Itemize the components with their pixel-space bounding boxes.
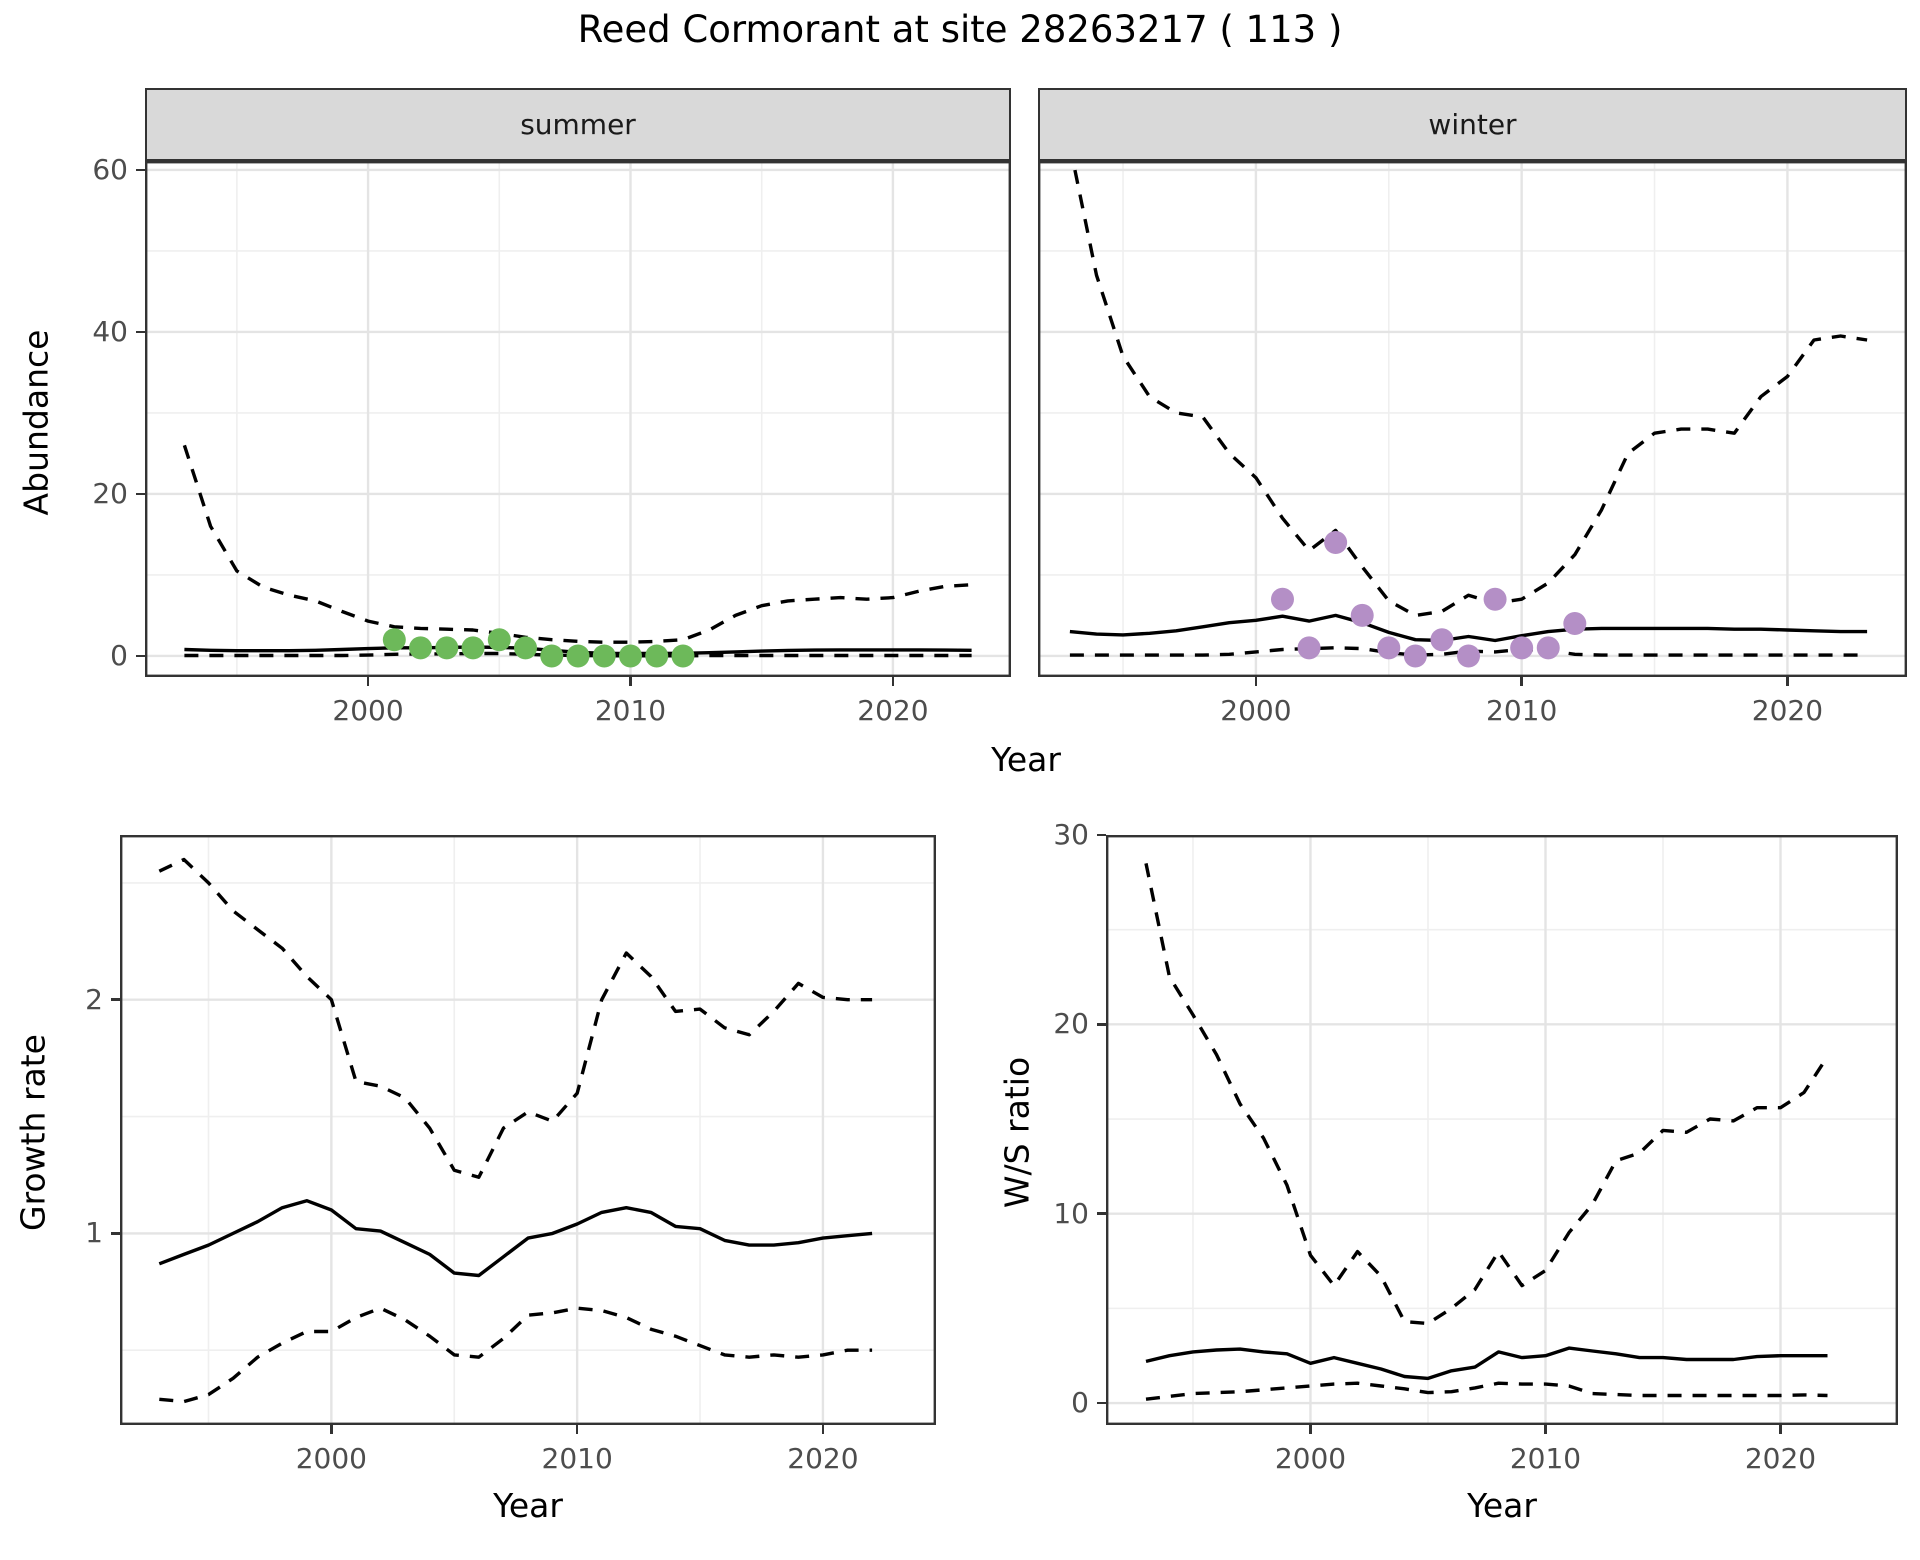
- abundance-winter-observed_counts-point: [1297, 636, 1321, 660]
- panel-abundance-summer: [145, 161, 1011, 677]
- abundance-winter-x-tick: [1254, 677, 1258, 686]
- abundance-summer-observed_counts-point: [382, 628, 406, 652]
- abundance-summer-x-tick: [891, 677, 895, 686]
- abundance-summer-y-tick: [136, 168, 145, 172]
- abundance-winter-observed_counts-point: [1270, 587, 1294, 611]
- abundance-summer-y-tick: [136, 654, 145, 658]
- ws-ratio-y-tick-label: 30: [1053, 818, 1089, 851]
- abundance-summer-x-tick-label: 2000: [332, 694, 404, 727]
- abundance-summer-observed_counts-point: [540, 644, 564, 668]
- growth-rate-y-tick-label: 2: [85, 982, 103, 1016]
- abundance-winter-observed_counts-point: [1536, 636, 1560, 660]
- x-axis-title-year-top: Year: [991, 740, 1061, 779]
- ws-ratio-plot-area: [1106, 835, 1898, 1425]
- growth-rate-x-tick: [330, 1425, 333, 1434]
- abundance-summer-y-tick-label: 20: [92, 476, 128, 510]
- ws-ratio-x-tick-label: 2000: [1274, 1442, 1347, 1475]
- ws-ratio-y-tick-label: 20: [1053, 1007, 1089, 1041]
- abundance-winter-observed_counts-point: [1377, 636, 1401, 660]
- growth-rate-y-tick: [111, 998, 120, 1002]
- abundance-winter-plot-area: [1038, 161, 1907, 677]
- abundance-summer-y-tick-label: 40: [92, 314, 128, 348]
- abundance-winter-observed_counts-point: [1457, 644, 1481, 668]
- facet-strip-winter: winter: [1038, 88, 1907, 161]
- abundance-summer-observed_counts-point: [645, 644, 669, 668]
- growth-rate-x-tick: [575, 1425, 579, 1434]
- y-axis-title-abundance: Abundance: [16, 329, 56, 516]
- abundance-summer-y-tick: [136, 330, 145, 334]
- ws-ratio-y-tick: [1097, 1401, 1106, 1405]
- panel-growth-rate: [120, 835, 936, 1425]
- abundance-summer-x-tick-label: 2010: [594, 694, 667, 727]
- abundance-winter-observed_counts-point: [1403, 644, 1427, 668]
- growth-rate-x-tick-label: 2020: [787, 1442, 859, 1475]
- ws-ratio-y-tick: [1097, 1023, 1106, 1026]
- abundance-summer-lower_ci-line: [184, 651, 972, 658]
- abundance-winter-median-line: [1069, 613, 1868, 643]
- growth-rate-y-tick: [111, 1232, 120, 1235]
- abundance-summer-observed_counts-point: [435, 636, 459, 660]
- abundance-winter-upper_ci-line: [1071, 161, 1868, 618]
- facet-strip-summer: summer: [145, 88, 1011, 161]
- abundance-summer-y-tick: [136, 492, 145, 496]
- abundance-summer-observed_counts-point: [566, 644, 590, 668]
- abundance-winter-x-tick-label: 2000: [1220, 694, 1292, 727]
- panel-ws-ratio: [1106, 835, 1898, 1425]
- abundance-winter-observed_counts-point: [1430, 628, 1454, 652]
- abundance-winter-observed_counts-point: [1324, 531, 1348, 555]
- x-axis-title-year-bottom-left: Year: [493, 1486, 563, 1525]
- abundance-summer-observed_counts-point: [592, 644, 616, 668]
- abundance-winter-x-tick-label: 2010: [1486, 694, 1558, 727]
- ws-ratio-y-tick-label: 0: [1071, 1386, 1089, 1420]
- abundance-summer-y-tick-label: 0: [110, 638, 128, 672]
- ws-ratio-x-tick-label: 2020: [1744, 1442, 1817, 1475]
- abundance-summer-observed_counts-point: [671, 644, 695, 668]
- facet-strip-summer-label: summer: [520, 108, 636, 141]
- ws-ratio-upper_ci-line: [1144, 863, 1829, 1326]
- abundance-summer-observed_counts-point: [461, 636, 485, 660]
- abundance-summer-plot-area: [145, 161, 1011, 677]
- abundance-summer-x-tick: [366, 677, 370, 686]
- growth-rate-x-tick-label: 2000: [295, 1442, 367, 1475]
- growth-rate-x-tick-label: 2010: [541, 1442, 613, 1475]
- growth-rate-x-tick: [821, 1425, 825, 1434]
- abundance-winter-x-tick-label: 2020: [1751, 694, 1824, 727]
- abundance-winter-observed_counts-point: [1350, 603, 1374, 627]
- abundance-summer-y-tick-label: 60: [92, 152, 128, 186]
- plot-title: Reed Cormorant at site 28263217 ( 113 ): [577, 8, 1343, 51]
- ws-ratio-y-tick-label: 10: [1053, 1196, 1089, 1230]
- ws-ratio-x-tick: [1544, 1425, 1547, 1434]
- panel-abundance-winter: [1038, 161, 1907, 677]
- abundance-summer-observed_counts-point: [618, 644, 642, 668]
- ws-ratio-x-tick-label: 2010: [1509, 1442, 1582, 1475]
- ws-ratio-x-tick: [1309, 1425, 1312, 1434]
- abundance-summer-observed_counts-point: [514, 636, 538, 660]
- ws-ratio-y-tick: [1097, 833, 1106, 837]
- abundance-summer-observed_counts-point: [487, 628, 511, 652]
- abundance-summer-upper_ci-line: [182, 444, 972, 644]
- abundance-winter-observed_counts-point: [1483, 587, 1507, 611]
- abundance-summer-x-tick: [629, 677, 632, 686]
- growth-rate-median-line: [158, 1199, 873, 1278]
- abundance-winter-x-tick: [1786, 677, 1789, 686]
- growth-rate-upper_ci-line: [158, 857, 873, 1179]
- growth-rate-plot-area: [120, 835, 936, 1425]
- abundance-winter-observed_counts-point: [1510, 636, 1534, 660]
- growth-rate-y-tick-label: 1: [85, 1216, 103, 1250]
- ws-ratio-x-tick: [1779, 1425, 1782, 1434]
- facet-strip-winter-label: winter: [1428, 108, 1517, 141]
- abundance-winter-x-tick: [1520, 677, 1523, 686]
- abundance-summer-x-tick-label: 2020: [857, 694, 929, 727]
- ws-ratio-y-tick: [1097, 1212, 1106, 1215]
- abundance-winter-observed_counts-point: [1563, 612, 1587, 636]
- abundance-winter-lower_ci-line: [1069, 646, 1868, 657]
- abundance-summer-observed_counts-point: [409, 636, 433, 660]
- x-axis-title-year-bottom-right: Year: [1467, 1486, 1537, 1525]
- growth-rate-lower_ci-line: [159, 1306, 873, 1404]
- ws-ratio-median-line: [1145, 1346, 1828, 1381]
